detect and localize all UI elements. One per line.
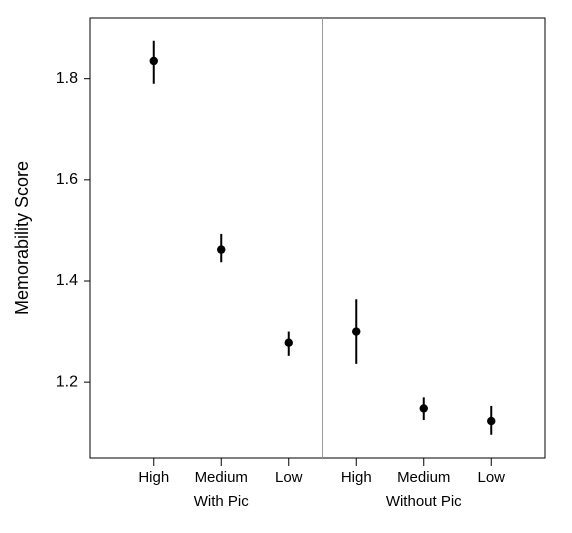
x-category-label: Medium (195, 469, 248, 486)
y-axis-label: Memorability Score (12, 161, 32, 315)
data-point (420, 404, 428, 412)
x-group-label: Without Pic (386, 493, 462, 510)
y-tick-label: 1.2 (56, 373, 78, 390)
data-point (352, 327, 360, 335)
memorability-chart: 1.2 1.4 1.6 1.8 Memorability Score High Medium… (0, 0, 572, 533)
chart-container: 1.2 1.4 1.6 1.8 Memorability Score High Medium… (0, 0, 572, 533)
data-point (150, 57, 158, 65)
x-group-label: With Pic (194, 493, 250, 510)
data-point (285, 338, 293, 346)
y-tick-label: 1.6 (56, 171, 78, 188)
y-tick-label: 1.4 (56, 272, 78, 289)
x-category-label: High (341, 469, 372, 486)
data-point (487, 417, 495, 425)
x-category-label: Low (477, 469, 505, 486)
x-category-label: High (138, 469, 169, 486)
x-category-label: Medium (397, 469, 450, 486)
x-category-label: Low (275, 469, 303, 486)
y-tick-label: 1.8 (56, 70, 78, 87)
data-point (217, 245, 225, 253)
